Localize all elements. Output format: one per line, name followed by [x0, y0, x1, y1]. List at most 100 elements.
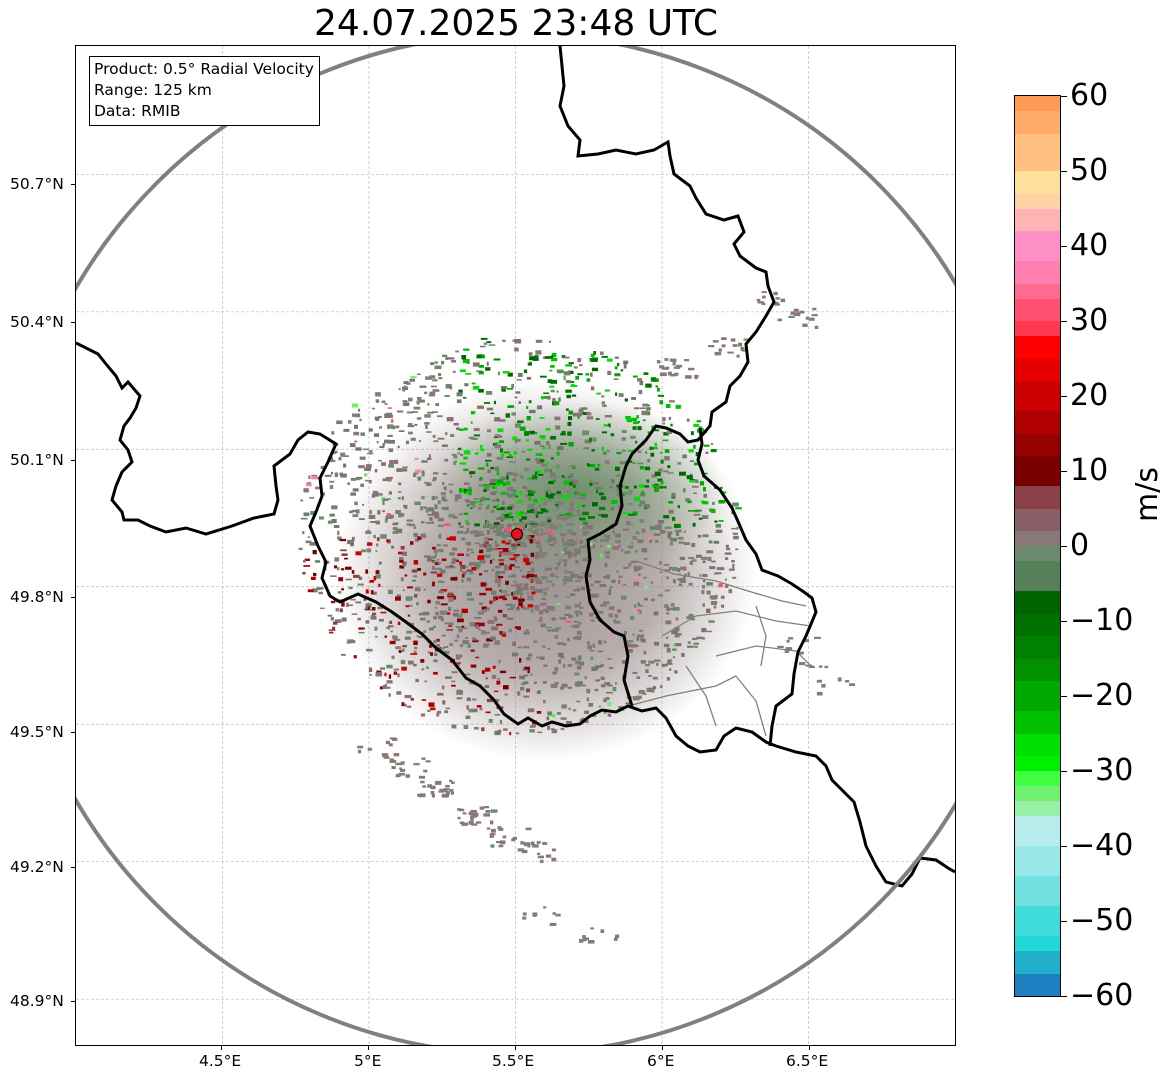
velocity-echo-pixel	[642, 419, 646, 422]
velocity-echo-pixel	[535, 607, 539, 611]
velocity-echo-pixel	[395, 528, 403, 534]
velocity-echo-pixel	[334, 557, 340, 562]
velocity-echo-pixel	[390, 620, 393, 624]
velocity-echo-pixel	[575, 375, 579, 380]
velocity-echo-pixel	[656, 662, 659, 666]
velocity-echo-pixel	[616, 451, 622, 455]
velocity-echo-pixel	[587, 641, 590, 645]
velocity-echo-pixel	[354, 424, 358, 429]
velocity-echo-pixel	[566, 596, 570, 598]
velocity-echo-pixel	[475, 656, 479, 659]
velocity-echo-pixel	[420, 506, 423, 511]
lat-tick-49-5: 49.5°N	[10, 723, 64, 741]
velocity-echo-pixel	[505, 527, 513, 532]
velocity-echo-pixel	[432, 560, 437, 564]
velocity-echo-pixel	[535, 350, 542, 355]
velocity-echo-pixel	[416, 602, 419, 606]
velocity-echo-pixel	[352, 488, 359, 492]
velocity-echo-pixel	[565, 620, 571, 623]
velocity-echo-pixel	[425, 760, 431, 763]
velocity-echo-pixel	[435, 567, 442, 570]
velocity-echo-pixel	[461, 822, 468, 826]
velocity-echo-pixel	[473, 434, 481, 437]
velocity-echo-pixel	[417, 397, 422, 400]
velocity-echo-pixel	[627, 450, 635, 452]
velocity-echo-pixel	[602, 404, 607, 407]
velocity-echo-pixel	[709, 508, 713, 512]
velocity-echo-pixel	[608, 666, 614, 670]
lon-tick-6-5: 6.5°E	[786, 1052, 829, 1070]
velocity-echo-pixel	[324, 474, 332, 477]
velocity-echo-pixel	[535, 453, 543, 456]
velocity-echo-pixel	[668, 416, 672, 420]
velocity-echo-pixel	[710, 560, 716, 563]
velocity-echo-pixel	[429, 391, 436, 395]
velocity-echo-pixel	[404, 703, 407, 707]
velocity-echo-pixel	[587, 940, 595, 944]
velocity-echo-pixel	[372, 607, 376, 611]
velocity-echo-pixel	[757, 301, 764, 304]
velocity-echo-pixel	[570, 625, 576, 628]
velocity-echo-pixel	[581, 493, 587, 497]
velocity-echo-pixel	[537, 405, 543, 410]
velocity-echo-pixel	[583, 937, 589, 940]
velocity-echo-pixel	[527, 669, 530, 674]
radar-map[interactable]	[75, 45, 956, 1046]
velocity-echo-pixel	[551, 617, 555, 621]
velocity-echo-pixel	[508, 628, 512, 633]
velocity-echo-pixel	[445, 432, 448, 436]
velocity-echo-pixel	[371, 407, 375, 410]
velocity-echo-pixel	[458, 522, 461, 525]
velocity-echo-pixel	[465, 715, 471, 719]
velocity-echo-pixel	[603, 452, 607, 455]
velocity-echo-pixel	[649, 526, 656, 530]
velocity-echo-pixel	[743, 338, 749, 341]
velocity-echo-pixel	[331, 600, 335, 604]
velocity-echo-pixel	[504, 513, 510, 518]
velocity-echo-pixel	[523, 695, 530, 698]
velocity-echo-pixel	[423, 630, 427, 633]
velocity-echo-pixel	[677, 536, 684, 540]
velocity-echo-pixel	[600, 929, 605, 933]
velocity-echo-pixel	[657, 520, 664, 524]
velocity-echo-pixel	[502, 371, 510, 374]
velocity-echo-pixel	[565, 408, 569, 411]
colorbar-band	[1015, 508, 1060, 532]
velocity-echo-pixel	[457, 531, 464, 534]
velocity-echo-pixel	[586, 556, 589, 559]
velocity-echo-pixel	[377, 606, 383, 610]
velocity-echo-pixel	[405, 774, 410, 778]
velocity-echo-pixel	[556, 451, 560, 456]
velocity-echo-pixel	[643, 372, 649, 375]
colorbar-band	[1015, 283, 1060, 299]
velocity-echo-pixel	[652, 484, 657, 487]
velocity-echo-pixel	[691, 543, 696, 548]
velocity-echo-pixel	[564, 550, 572, 555]
velocity-echo-pixel	[639, 566, 643, 570]
velocity-echo-pixel	[563, 371, 571, 376]
velocity-echo-pixel	[664, 604, 669, 608]
velocity-echo-pixel	[618, 580, 621, 584]
velocity-echo-pixel	[483, 608, 487, 613]
range-label: Range: 125 km	[94, 81, 212, 99]
velocity-echo-pixel	[610, 507, 615, 511]
velocity-echo-pixel	[441, 634, 446, 637]
velocity-echo-pixel	[693, 444, 696, 449]
velocity-echo-pixel	[606, 574, 611, 579]
velocity-echo-pixel	[467, 643, 471, 648]
velocity-echo-pixel	[634, 567, 638, 572]
velocity-echo-pixel	[398, 512, 403, 518]
velocity-echo-pixel	[378, 459, 382, 462]
velocity-echo-pixel	[474, 452, 479, 455]
velocity-echo-pixel	[591, 715, 597, 718]
velocity-echo-pixel	[456, 427, 460, 430]
velocity-echo-pixel	[687, 572, 690, 577]
velocity-echo-pixel	[496, 508, 503, 511]
velocity-echo-pixel	[529, 725, 535, 728]
velocity-echo-pixel	[396, 691, 402, 695]
velocity-echo-pixel	[699, 481, 704, 486]
velocity-echo-pixel	[313, 572, 317, 577]
velocity-echo-pixel	[622, 449, 626, 452]
velocity-echo-pixel	[388, 448, 394, 453]
velocity-echo-pixel	[679, 471, 686, 476]
